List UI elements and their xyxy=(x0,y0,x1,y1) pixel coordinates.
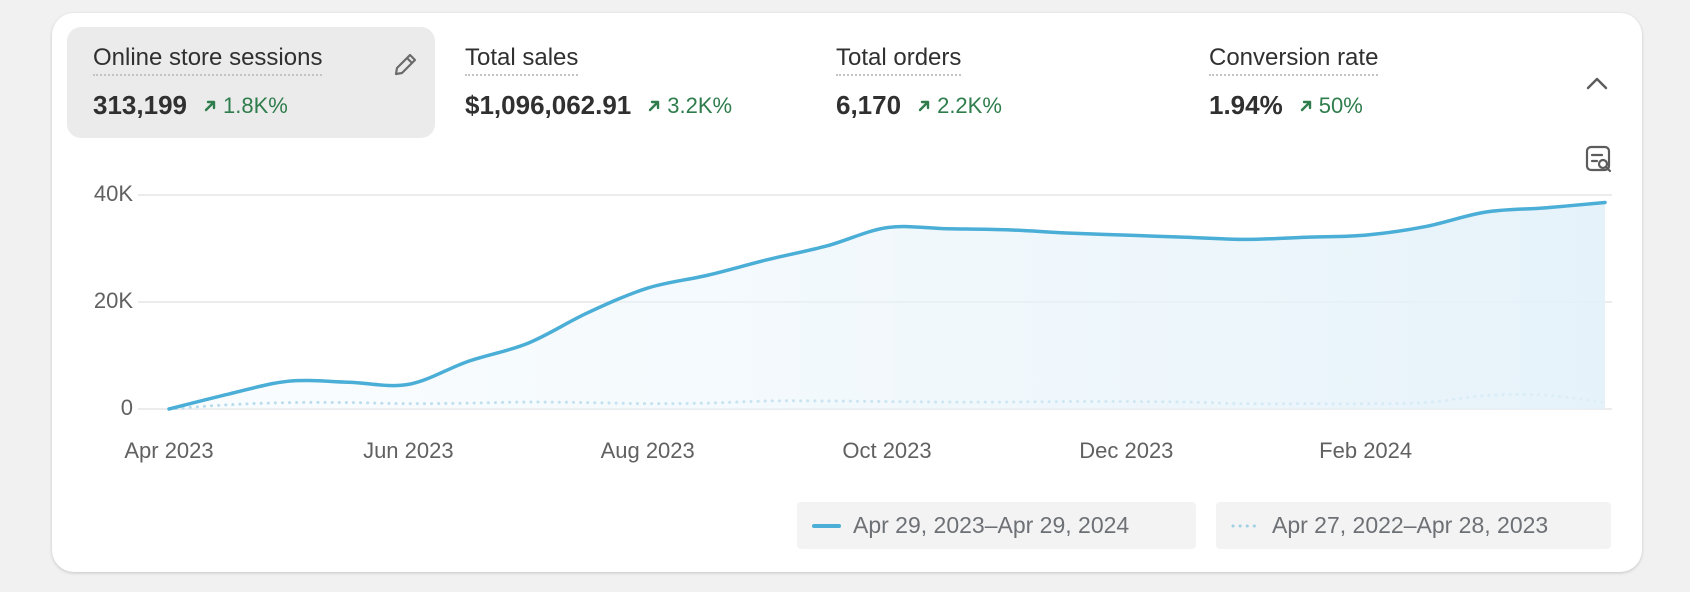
metric-value: 1.94% xyxy=(1209,90,1283,120)
legend-label: Apr 27, 2022–Apr 28, 2023 xyxy=(1272,512,1548,538)
up-arrow xyxy=(649,100,660,111)
x-tick-label: Oct 2023 xyxy=(842,438,931,463)
metric-value: $1,096,062.91 xyxy=(465,90,632,120)
metric-change: 1.8K% xyxy=(222,92,288,118)
legend-box xyxy=(797,502,1196,549)
metric-label: Conversion rate xyxy=(1209,44,1379,76)
legend-item[interactable]: Apr 27, 2022–Apr 28, 2023 xyxy=(1216,502,1611,549)
metric-value: 313,199 xyxy=(93,90,187,120)
legend-box xyxy=(1216,502,1611,549)
up-arrow xyxy=(204,100,216,111)
metric-row: $1,096,062.91 3.2K% xyxy=(465,90,732,121)
legend-label: Apr 29, 2023–Apr 29, 2024 xyxy=(853,512,1129,538)
legend-item[interactable]: Apr 29, 2023–Apr 29, 2024 xyxy=(797,502,1196,549)
metric-label: Total orders xyxy=(836,44,962,76)
metric[interactable]: Online store sessions 313,199 1.8K% xyxy=(93,44,323,121)
metric-row: 313,199 1.8K% xyxy=(93,90,322,121)
metric-change: 3.2K% xyxy=(667,92,733,118)
metric[interactable]: Total orders 6,170 2.2K% xyxy=(836,44,1002,121)
area-fill xyxy=(169,202,1605,409)
metric[interactable]: Conversion rate 1.94% 50% xyxy=(1209,44,1379,121)
y-tick-label: 40K xyxy=(94,181,133,206)
metric-label: Online store sessions xyxy=(93,44,323,76)
series-line xyxy=(167,200,1607,411)
metric-row: 1.94% 50% xyxy=(1209,90,1378,121)
x-tick-label: Jun 2023 xyxy=(363,438,454,463)
inspect-icon[interactable] xyxy=(1585,145,1612,173)
edit-icon[interactable] xyxy=(394,53,417,76)
y-tick-label: 0 xyxy=(121,395,133,420)
x-tick-label: Dec 2023 xyxy=(1079,438,1173,463)
y-tick-label: 20K xyxy=(94,288,133,313)
selected-tile[interactable] xyxy=(67,27,435,138)
metric-value: 6,170 xyxy=(836,90,902,120)
x-tick-label: Aug 2023 xyxy=(601,438,695,463)
up-arrow xyxy=(918,100,930,111)
metric-row: 6,170 2.2K% xyxy=(836,90,1002,121)
x-tick-label: Feb 2024 xyxy=(1319,438,1412,463)
metric-change: 2.2K% xyxy=(937,92,1002,118)
collapse-chevron[interactable] xyxy=(1586,77,1608,90)
metric-change: 50% xyxy=(1318,92,1363,118)
metric-label: Total sales xyxy=(465,44,579,76)
x-tick-label: Apr 2023 xyxy=(124,438,213,463)
metric[interactable]: Total sales $1,096,062.91 3.2K% xyxy=(465,44,732,121)
up-arrow xyxy=(1300,100,1311,111)
